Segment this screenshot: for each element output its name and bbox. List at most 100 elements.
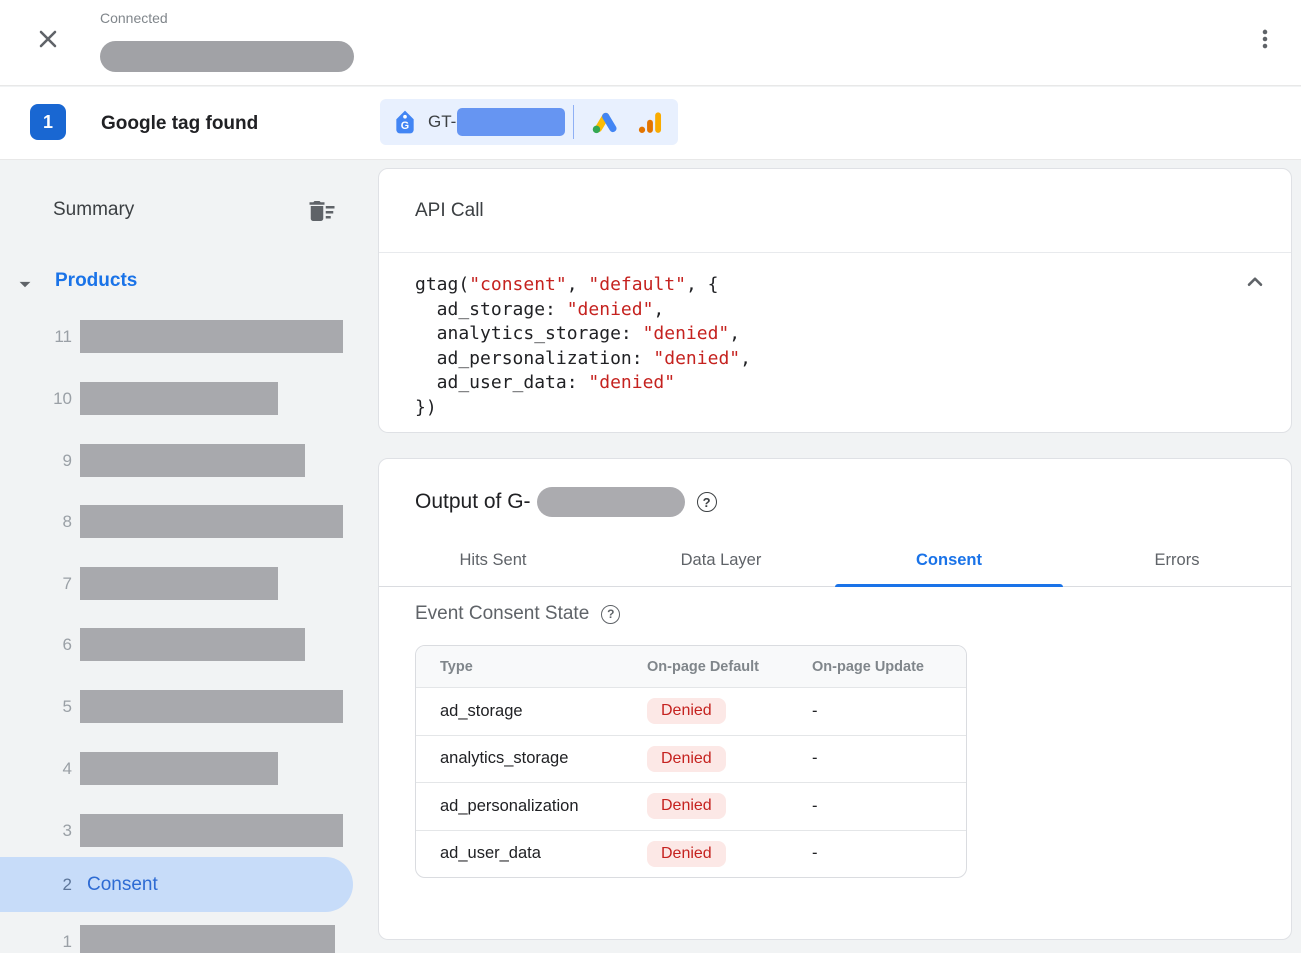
tab-hits-sent[interactable]: Hits Sent — [379, 534, 607, 586]
output-tabs: Hits Sent Data Layer Consent Errors — [379, 534, 1291, 587]
table-header-row: Type On-page Default On-page Update — [416, 646, 966, 687]
google-analytics-icon — [636, 109, 664, 136]
column-header: On-page Update — [812, 658, 924, 675]
default-cell: Denied — [647, 698, 812, 725]
tag-id-redacted — [457, 108, 566, 136]
code-line: ad_personalization: "denied", — [415, 347, 751, 369]
google-tag-chip[interactable]: G GT- — [380, 99, 679, 145]
sidebar-item-11[interactable]: 11 — [0, 320, 353, 353]
item-number: 8 — [62, 512, 72, 531]
caret-down-icon — [12, 271, 38, 297]
status-badge: Denied — [647, 793, 726, 820]
status-badge: Denied — [647, 840, 726, 867]
products-label: Products — [55, 270, 138, 291]
update-cell: - — [812, 701, 818, 720]
item-number: 5 — [62, 697, 72, 716]
column-header: On-page Default — [647, 658, 759, 675]
tab-label: Hits Sent — [459, 550, 527, 569]
item-number: 3 — [62, 821, 72, 840]
table-row: ad_personalization Denied - — [416, 782, 966, 830]
item-number: 7 — [62, 574, 72, 593]
item-number: 9 — [62, 451, 72, 470]
found-title: Google tag found — [101, 112, 259, 134]
tab-consent[interactable]: Consent — [835, 534, 1063, 587]
sidebar-item-5[interactable]: 5 — [0, 690, 353, 723]
output-header: Output of G- ? — [379, 459, 1291, 534]
svg-text:G: G — [401, 120, 409, 132]
consent-type-cell: ad_storage — [440, 701, 523, 720]
summary-row: Summary — [0, 194, 353, 230]
sidebar-item-consent[interactable]: 2 Consent — [0, 857, 353, 912]
default-cell: Denied — [647, 840, 812, 867]
default-cell: Denied — [647, 793, 812, 820]
kebab-menu-icon — [1262, 29, 1268, 49]
clear-list-button[interactable] — [306, 196, 338, 228]
default-cell: Denied — [647, 745, 812, 772]
sidebar-item-3[interactable]: 3 — [0, 814, 353, 847]
code-line: gtag("consent", "default", { — [415, 274, 719, 295]
code-line: ad_storage: "denied", — [415, 298, 665, 320]
google-tag-icon: G — [392, 109, 418, 135]
sidebar-section-products[interactable]: Products — [0, 267, 353, 301]
sidebar-item-4[interactable]: 4 — [0, 752, 353, 785]
top-bar: Connected — [0, 0, 1301, 86]
active-tab-underline — [835, 584, 1063, 587]
output-card: Output of G- ? Hits Sent Data Layer Consen… — [378, 458, 1292, 940]
google-tag-found-row: 1 Google tag found G GT- — [0, 87, 1301, 160]
item-number: 11 — [54, 327, 72, 346]
collapse-code-button[interactable] — [1241, 269, 1269, 297]
redacted-item-label — [80, 382, 278, 415]
help-icon[interactable]: ? — [601, 604, 621, 624]
sidebar-item-7[interactable]: 7 — [0, 567, 353, 600]
item-number: 1 — [62, 932, 72, 951]
code-line: ad_user_data: "denied" — [415, 372, 676, 393]
item-number: 10 — [53, 389, 72, 408]
redacted-item-label — [80, 444, 305, 477]
consent-type-cell: ad_user_data — [440, 844, 541, 863]
tab-label: Errors — [1154, 550, 1200, 569]
google-ads-icon — [586, 109, 620, 136]
update-cell: - — [812, 844, 818, 863]
sidebar-item-1[interactable]: 1 — [0, 925, 353, 953]
sidebar-item-10[interactable]: 10 — [0, 382, 353, 415]
redacted-item-label — [80, 505, 343, 538]
help-icon[interactable]: ? — [696, 492, 717, 512]
item-number: 6 — [62, 635, 72, 654]
close-button[interactable] — [34, 25, 62, 53]
connection-status-label: Connected — [100, 10, 168, 26]
summary-label[interactable]: Summary — [53, 199, 135, 220]
sidebar-item-8[interactable]: 8 — [0, 505, 353, 538]
event-consent-state-row: Event Consent State ? — [415, 601, 1255, 627]
tab-label: Consent — [916, 550, 982, 569]
more-options-button[interactable] — [1251, 26, 1279, 54]
status-badge: Denied — [647, 698, 726, 725]
consent-tab-panel: Event Consent State ? Type On-page Defaul… — [379, 587, 1291, 878]
consent-type-cell: ad_personalization — [440, 796, 579, 815]
item-number: 4 — [62, 759, 72, 778]
column-header: Type — [440, 658, 473, 675]
tab-label: Data Layer — [680, 550, 762, 569]
update-cell: - — [812, 796, 818, 815]
step-badge: 1 — [30, 104, 66, 140]
table-row: ad_storage Denied - — [416, 687, 966, 735]
redacted-item-label — [80, 925, 335, 953]
tag-id-prefix: GT- — [428, 112, 457, 131]
redacted-item-label — [80, 752, 278, 785]
section-title: Event Consent State — [415, 603, 590, 624]
item-label: Consent — [87, 874, 158, 895]
output-title: Output of G- — [415, 490, 531, 513]
consent-type-cell: analytics_storage — [440, 749, 569, 768]
api-call-code-block: gtag("consent", "default", { ad_storage:… — [379, 253, 1291, 420]
redacted-item-label — [80, 320, 343, 353]
sidebar-item-6[interactable]: 6 — [0, 628, 353, 661]
close-icon — [39, 30, 57, 48]
code-line: analytics_storage: "denied", — [415, 323, 741, 344]
tab-errors[interactable]: Errors — [1063, 534, 1291, 586]
tab-data-layer[interactable]: Data Layer — [607, 534, 835, 586]
sidebar-item-9[interactable]: 9 — [0, 444, 353, 477]
sidebar: Summary Products 11 10 9 8 7 6 5 4 3 2 Consent 1 — [0, 161, 353, 953]
api-call-card: API Call gtag("consent", "default", { ad… — [378, 168, 1292, 433]
redacted-item-label — [80, 814, 343, 847]
connected-site-redacted — [100, 41, 354, 72]
